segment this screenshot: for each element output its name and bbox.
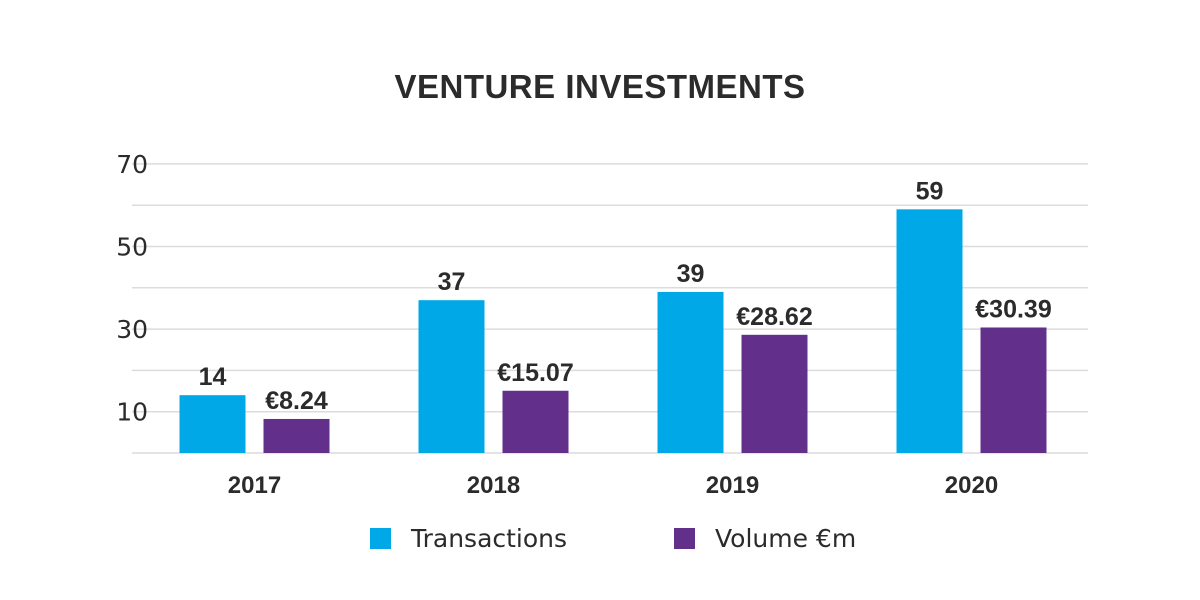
data-label: €8.24 bbox=[265, 387, 328, 415]
legend: Transactions Volume €m bbox=[0, 524, 1200, 560]
legend-swatch-transactions bbox=[370, 528, 391, 549]
data-label: 39 bbox=[677, 260, 705, 288]
y-tick-label: 10 bbox=[116, 398, 148, 427]
x-tick-label: 2017 bbox=[228, 472, 281, 499]
bar bbox=[741, 334, 808, 453]
legend-label-transactions: Transactions bbox=[411, 524, 568, 553]
legend-item-transactions: Transactions bbox=[370, 524, 567, 553]
bar bbox=[502, 390, 569, 453]
bar bbox=[896, 209, 963, 453]
y-tick-label: 70 bbox=[116, 150, 148, 179]
bar bbox=[263, 418, 330, 453]
data-label: 59 bbox=[916, 177, 944, 205]
data-label: 14 bbox=[199, 363, 227, 391]
bar bbox=[657, 291, 724, 453]
legend-item-volume: Volume €m bbox=[674, 524, 856, 553]
legend-swatch-volume bbox=[674, 528, 695, 549]
y-tick-label: 30 bbox=[116, 315, 148, 344]
y-tick-label: 50 bbox=[116, 233, 148, 262]
legend-label-volume: Volume €m bbox=[715, 524, 857, 553]
data-label: €15.07 bbox=[497, 359, 573, 387]
bar bbox=[179, 395, 246, 453]
chart-title: VENTURE INVESTMENTS bbox=[394, 68, 806, 105]
data-label: €30.39 bbox=[975, 295, 1051, 323]
bar bbox=[418, 300, 485, 453]
x-tick-label: 2020 bbox=[945, 472, 998, 499]
bar bbox=[980, 327, 1047, 453]
x-tick-label: 2018 bbox=[467, 472, 520, 499]
data-label: €28.62 bbox=[736, 303, 812, 331]
x-tick-label: 2019 bbox=[706, 472, 759, 499]
data-label: 37 bbox=[438, 268, 466, 296]
